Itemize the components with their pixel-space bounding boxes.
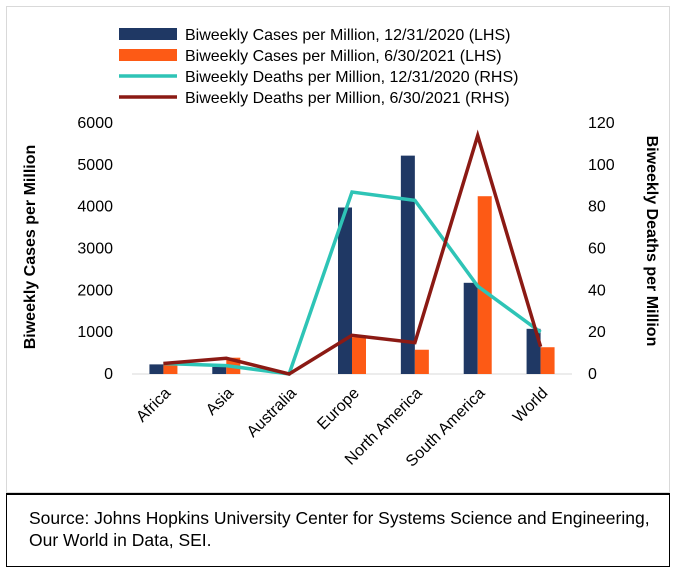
source-note: Source: Johns Hopkins University Center … bbox=[6, 493, 670, 567]
legend-label: Biweekly Deaths per Million, 12/31/2020 … bbox=[185, 69, 518, 86]
legend-label: Biweekly Cases per Million, 6/30/2021 (L… bbox=[185, 48, 502, 65]
bar bbox=[414, 349, 429, 374]
bar bbox=[463, 282, 478, 374]
bar bbox=[540, 347, 555, 374]
bars bbox=[149, 155, 555, 374]
source-text: Source: Johns Hopkins University Center … bbox=[29, 508, 650, 550]
y-tick-label: 4000 bbox=[77, 199, 113, 216]
chart-frame: Biweekly Cases per Million, 12/31/2020 (… bbox=[6, 6, 670, 493]
legend-label: Biweekly Deaths per Million, 6/30/2021 (… bbox=[185, 90, 510, 107]
y-axis-title: Biweekly Cases per Million bbox=[22, 145, 39, 350]
x-tick-label: Europe bbox=[314, 385, 363, 434]
y-tick-label: 1000 bbox=[77, 324, 113, 341]
bar bbox=[477, 196, 492, 374]
right-axis-ticks: 0 20 40 60 80 100 120 bbox=[588, 115, 615, 383]
y-tick-label: 3000 bbox=[77, 241, 113, 258]
y2-tick-label: 80 bbox=[588, 199, 606, 216]
legend-swatch bbox=[119, 28, 177, 40]
y2-tick-label: 40 bbox=[588, 282, 606, 299]
y-tick-label: 5000 bbox=[77, 157, 113, 174]
bar bbox=[149, 364, 164, 374]
bar bbox=[352, 337, 366, 374]
y-tick-label: 2000 bbox=[77, 282, 113, 299]
x-tick-label: Asia bbox=[203, 385, 237, 419]
bar bbox=[212, 366, 227, 374]
lines bbox=[163, 129, 543, 376]
y-tick-label: 0 bbox=[104, 366, 113, 383]
x-tick-label: Australia bbox=[244, 385, 300, 441]
y2-tick-label: 0 bbox=[588, 366, 597, 383]
y2-axis-title: Biweekly Deaths per Million bbox=[643, 136, 660, 347]
legend-label: Biweekly Cases per Million, 12/31/2020 (… bbox=[185, 27, 510, 44]
y2-tick-label: 100 bbox=[588, 157, 615, 174]
y2-tick-label: 120 bbox=[588, 115, 615, 132]
combo-chart: Biweekly Cases per Million, 12/31/2020 (… bbox=[22, 27, 660, 471]
y-tick-label: 6000 bbox=[77, 115, 113, 132]
bar bbox=[400, 155, 415, 374]
series-line bbox=[163, 129, 543, 376]
bar bbox=[163, 363, 178, 374]
series-line bbox=[163, 190, 542, 376]
bar bbox=[338, 207, 352, 374]
left-axis-ticks: 0 1000 2000 3000 4000 5000 6000 bbox=[77, 115, 113, 383]
legend-swatch bbox=[119, 49, 177, 61]
legend: Biweekly Cases per Million, 12/31/2020 (… bbox=[119, 27, 518, 107]
x-tick-label: World bbox=[510, 385, 551, 426]
x-tick-label: Africa bbox=[133, 385, 174, 426]
y2-tick-label: 60 bbox=[588, 241, 606, 258]
y2-tick-label: 20 bbox=[588, 324, 606, 341]
